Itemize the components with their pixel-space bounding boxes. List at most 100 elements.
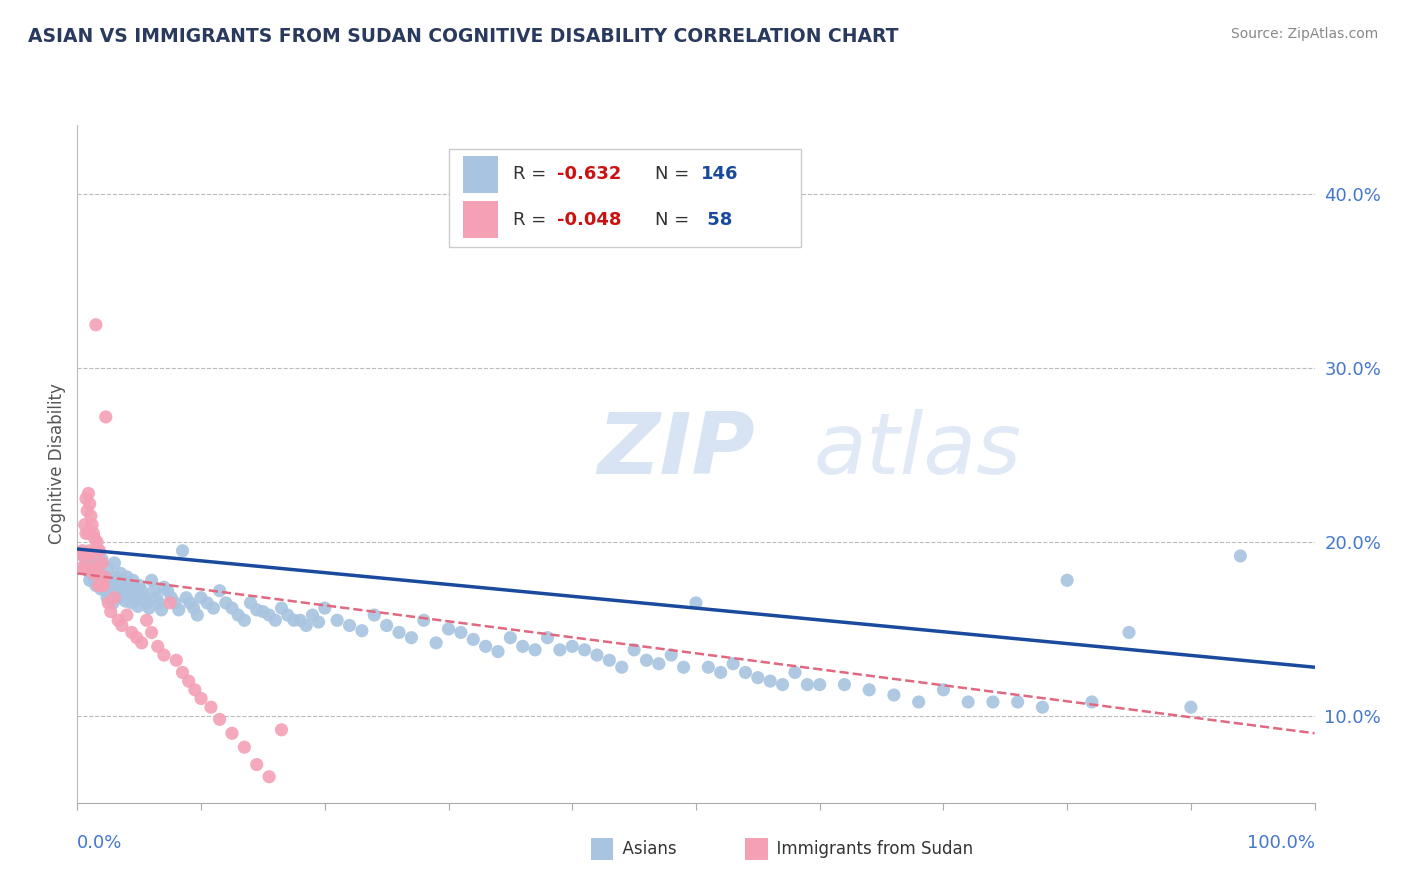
Point — [107, 583, 129, 598]
Point — [288, 613, 311, 627]
Point — [697, 660, 720, 674]
Point — [174, 591, 197, 605]
Point — [141, 625, 163, 640]
Text: 58: 58 — [702, 211, 733, 228]
Text: -0.632: -0.632 — [557, 165, 621, 184]
Point — [153, 580, 176, 594]
Text: Source: ZipAtlas.com: Source: ZipAtlas.com — [1230, 27, 1378, 41]
Point — [226, 608, 249, 623]
Point — [75, 491, 97, 506]
Point — [598, 653, 620, 667]
Point — [146, 640, 169, 654]
Point — [233, 613, 256, 627]
Point — [108, 591, 131, 605]
Point — [84, 556, 107, 570]
Point — [134, 591, 156, 605]
Point — [112, 587, 135, 601]
Point — [75, 556, 97, 570]
Point — [246, 757, 269, 772]
Point — [94, 583, 117, 598]
Point — [153, 648, 176, 662]
Point — [86, 535, 108, 549]
Point — [172, 665, 194, 680]
Point — [1081, 695, 1104, 709]
Point — [89, 543, 111, 558]
Point — [110, 566, 132, 581]
Point — [120, 589, 142, 603]
Point — [87, 574, 110, 588]
Point — [159, 596, 181, 610]
Point — [91, 578, 114, 592]
Point — [76, 504, 98, 518]
Point — [135, 596, 157, 610]
Point — [375, 618, 398, 632]
Point — [747, 671, 769, 685]
Point — [97, 574, 120, 588]
Point — [82, 526, 104, 541]
Point — [150, 603, 173, 617]
Point — [257, 608, 280, 623]
Point — [100, 605, 122, 619]
Point — [233, 740, 256, 755]
Point — [648, 657, 671, 671]
Point — [450, 625, 472, 640]
Point — [79, 543, 101, 558]
Point — [114, 594, 136, 608]
Point — [70, 561, 93, 575]
Text: N =: N = — [655, 165, 695, 184]
Point — [1229, 549, 1251, 563]
Point — [77, 486, 100, 500]
Text: R =: R = — [513, 211, 551, 228]
Point — [808, 677, 831, 691]
Point — [79, 497, 101, 511]
Point — [82, 561, 104, 575]
Point — [84, 543, 107, 558]
FancyBboxPatch shape — [449, 149, 801, 247]
Point — [83, 532, 105, 546]
Point — [86, 565, 108, 579]
Text: Asians: Asians — [612, 840, 676, 858]
Point — [75, 526, 97, 541]
Point — [77, 565, 100, 579]
Point — [72, 543, 94, 558]
Point — [127, 599, 149, 614]
Point — [100, 583, 122, 598]
Text: ZIP: ZIP — [598, 409, 755, 491]
Point — [103, 570, 125, 584]
Point — [437, 622, 460, 636]
Text: 100.0%: 100.0% — [1247, 834, 1315, 852]
Point — [124, 587, 146, 601]
Point — [73, 517, 96, 532]
Point — [125, 631, 148, 645]
Point — [121, 625, 143, 640]
Point — [759, 674, 782, 689]
Point — [474, 640, 496, 654]
Point — [981, 695, 1004, 709]
Point — [401, 631, 423, 645]
Point — [121, 596, 143, 610]
Point — [1180, 700, 1202, 714]
Point — [425, 636, 447, 650]
Point — [131, 583, 153, 598]
Point — [96, 591, 118, 605]
Point — [93, 570, 115, 584]
Text: R =: R = — [513, 165, 551, 184]
Point — [87, 543, 110, 558]
Point — [148, 596, 170, 610]
Point — [91, 552, 114, 566]
Point — [84, 578, 107, 592]
Point — [160, 591, 183, 605]
Point — [295, 618, 318, 632]
Point — [221, 601, 243, 615]
Text: 146: 146 — [702, 165, 738, 184]
Point — [167, 603, 190, 617]
Point — [524, 643, 547, 657]
Point — [499, 631, 522, 645]
Point — [412, 613, 434, 627]
Point — [105, 578, 128, 592]
Point — [107, 613, 129, 627]
Point — [561, 640, 583, 654]
Point — [111, 574, 134, 588]
Point — [363, 608, 385, 623]
Point — [252, 605, 274, 619]
